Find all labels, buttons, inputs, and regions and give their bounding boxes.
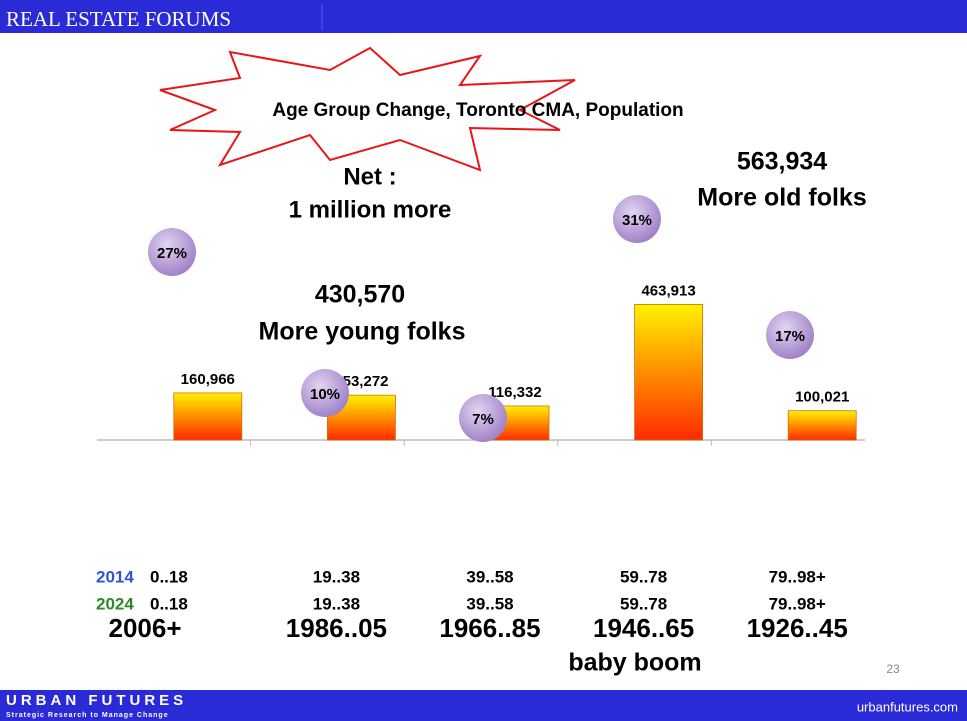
annotation: More young folks [259,318,466,346]
x-tick-label: 19..38 [313,594,360,613]
x-tick-label: 19..38 [313,567,360,586]
x-tick-label: 39..58 [466,567,513,586]
annotation: Net : [343,163,396,190]
share-label: 10% [310,386,340,403]
x-tick-label: 59..78 [620,594,667,613]
x-tick-label: 0..18 [150,594,188,613]
value-label: 100,021 [795,389,849,406]
x-tick-label: 59..78 [620,567,667,586]
share-label: 7% [472,411,494,428]
page: {"header": {"title": "REAL ESTATE FORUMS… [0,0,967,721]
birth-years: 1986..05 [286,613,387,643]
x-tick-label: 79..98+ [769,567,826,586]
header-title: REAL ESTATE FORUMS [6,7,231,31]
x-tick-label: 0..18 [150,567,188,586]
x-tick-label: 39..58 [466,594,513,613]
birth-years: 1926..45 [747,613,848,643]
birth-years: 1946..65 [593,613,694,643]
x-tick-label: 79..98+ [769,594,826,613]
annotation: More old folks [697,184,866,212]
share-label: 17% [775,328,805,345]
row-label: 2014 [96,567,134,586]
footer-site: urbanfutures.com [857,699,958,714]
slide: REAL ESTATE FORUMS URBAN FUTURES Strateg… [0,0,967,721]
page-number: 23 [886,662,900,676]
share-label: 31% [622,212,652,229]
share-label: 27% [157,245,187,262]
annotation: baby boom [568,649,701,677]
footer-brand: URBAN FUTURES [6,692,187,709]
annotation: 563,934 [737,148,827,176]
birth-years: 2006+ [108,613,181,643]
birth-years: 1966..85 [439,613,540,643]
annotation: 430,570 [315,281,405,309]
chart-title: Age Group Change, Toronto CMA, Populatio… [272,100,683,121]
annotation: 1 million more [289,196,452,223]
footer-tagline: Strategic Research to Manage Change [6,712,169,719]
bar [635,304,703,440]
bar [174,393,242,440]
row-label: 2024 [96,594,134,613]
value-label: 160,966 [181,371,235,388]
bar [788,411,856,440]
value-label: 463,913 [641,282,695,299]
